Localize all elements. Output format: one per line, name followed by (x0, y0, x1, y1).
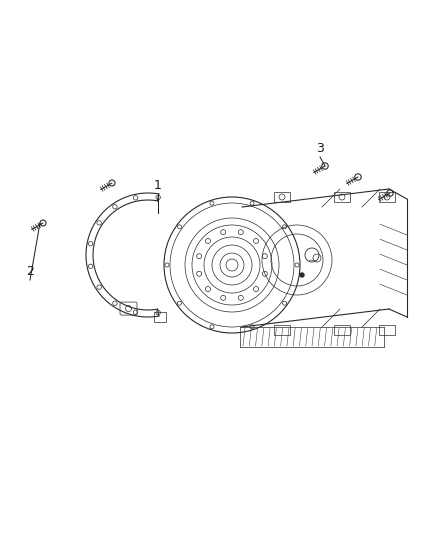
Text: 2: 2 (26, 265, 34, 278)
Circle shape (300, 273, 304, 277)
Text: 3: 3 (316, 142, 324, 155)
Text: 1: 1 (154, 179, 162, 192)
